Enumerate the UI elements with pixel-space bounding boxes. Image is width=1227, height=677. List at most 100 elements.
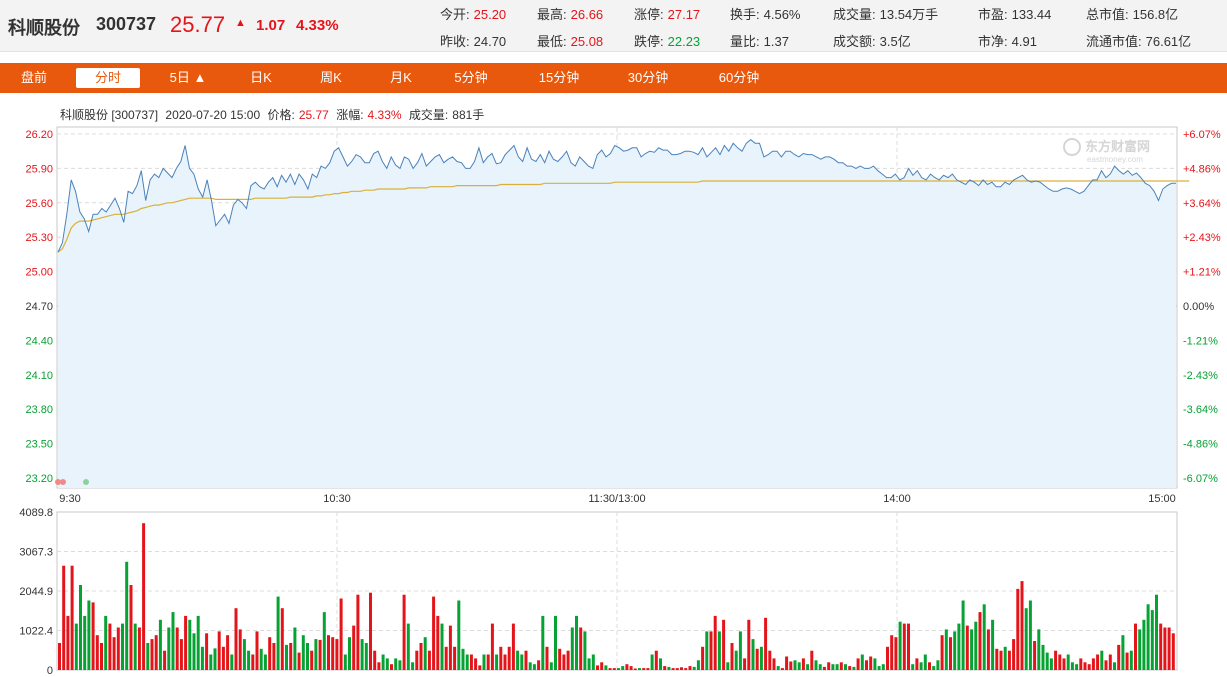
volume-bar <box>272 643 276 670</box>
x-tick-label: 14:00 <box>883 493 911 505</box>
volume-bar <box>596 665 599 670</box>
x-tick-label: 10:30 <box>323 493 351 505</box>
volume-bar <box>495 654 499 670</box>
volume-bar <box>562 654 566 670</box>
volume-bar <box>356 594 360 670</box>
volume-bar <box>709 631 713 670</box>
volume-bar <box>276 596 280 670</box>
volume-bar <box>1108 654 1112 670</box>
volume-bar <box>797 662 801 670</box>
stock-price: 25.77 <box>170 12 226 37</box>
volume-bar <box>184 615 188 670</box>
volume-bar <box>642 668 646 670</box>
tab-item[interactable]: 月K <box>390 70 412 85</box>
volume-bar <box>604 665 608 670</box>
tab-item[interactable]: 5日 ▲ <box>169 70 207 85</box>
quote-item: 量比: 1.37 <box>730 31 789 50</box>
volume-bar <box>932 666 936 670</box>
volume-bar <box>200 646 204 670</box>
stock-code: 300737 <box>96 14 157 34</box>
y-tick-label: 23.20 <box>25 473 53 485</box>
quote-value: 27.17 <box>667 7 701 22</box>
quote-item: 流通市值: 76.61亿 <box>1086 31 1191 50</box>
volume-bar <box>112 637 116 670</box>
volume-bar <box>961 600 965 670</box>
volume-bar <box>289 643 293 670</box>
volume-bar <box>844 664 847 670</box>
volume-bar <box>507 646 511 670</box>
volume-bar <box>268 637 272 670</box>
volume-bar <box>70 565 74 670</box>
volume-bar <box>444 646 448 670</box>
tab-item[interactable]: 盘前 <box>20 70 47 85</box>
volume-bar <box>457 600 461 670</box>
volume-bar <box>822 666 826 670</box>
volume-bar <box>1066 654 1070 670</box>
volume-bar <box>680 667 683 670</box>
info-change-value: 4.33% <box>367 108 402 122</box>
pct-tick-label: +6.07% <box>1183 129 1221 141</box>
tab-item[interactable]: 周K <box>320 70 342 85</box>
volume-bar <box>150 639 154 670</box>
quote-item: 跌停: 22.23 <box>634 31 700 50</box>
volume-bar <box>986 629 990 670</box>
volume-bar <box>654 650 658 670</box>
volume-bar <box>638 668 641 670</box>
y-tick-label: 25.60 <box>25 198 53 210</box>
volume-bar <box>839 662 843 670</box>
quote-value: 22.23 <box>667 34 701 49</box>
volume-bar <box>1070 662 1074 670</box>
quote-item: 今开: 25.20 <box>440 4 506 23</box>
y-tick-label: 24.10 <box>25 370 53 382</box>
quote-value: 24.70 <box>473 34 507 49</box>
y-tick-label: 24.40 <box>25 335 53 347</box>
tab-item[interactable]: 30分钟 <box>627 70 669 85</box>
volume-bar <box>259 648 263 670</box>
volume-bar <box>1007 650 1011 670</box>
volume-bar <box>911 664 915 670</box>
volume-bar <box>461 648 465 670</box>
volume-bar <box>394 658 398 670</box>
quote-label: 市盈: <box>978 7 1008 22</box>
tab-item[interactable]: 日K <box>250 70 272 85</box>
tab-item[interactable]: 60分钟 <box>718 70 760 85</box>
volume-bar <box>217 631 221 670</box>
volume-bar <box>293 627 297 670</box>
volume-bar <box>600 662 604 670</box>
volume-bar <box>928 662 931 670</box>
watermark-brand: 东方财富网 <box>1085 139 1150 155</box>
volume-bar <box>297 652 301 670</box>
tab-item[interactable]: 5分钟 <box>454 70 488 85</box>
volume-bar <box>486 654 490 670</box>
volume-bar <box>360 639 364 670</box>
volume-bar <box>306 643 309 670</box>
volume-bar <box>1075 664 1079 670</box>
tab-item[interactable]: 15分钟 <box>538 70 580 85</box>
volume-bar <box>621 666 625 670</box>
volume-bar <box>953 631 957 670</box>
volume-bar <box>465 654 469 670</box>
volume-bar <box>646 668 650 670</box>
stock-change: 1.07 <box>256 17 286 34</box>
volume-bar <box>469 654 473 670</box>
volume-bar <box>1100 650 1104 670</box>
volume-bar <box>100 643 103 670</box>
volume-bar <box>171 612 175 670</box>
volume-bar <box>722 619 726 670</box>
volume-bar <box>1150 610 1154 670</box>
volume-bar <box>575 615 578 670</box>
volume-bar <box>991 619 995 670</box>
volume-bar <box>587 658 591 670</box>
quote-label: 市净: <box>978 34 1008 49</box>
quote-label: 最高: <box>537 7 567 22</box>
volume-bar <box>528 662 532 670</box>
tab-item[interactable]: 分时 <box>76 68 140 88</box>
volume-bar <box>713 615 717 670</box>
volume-bar <box>831 664 835 670</box>
volume-bar <box>474 658 478 670</box>
volume-bar <box>322 612 326 670</box>
volume-bar <box>1079 658 1083 670</box>
volume-bar <box>1142 619 1146 670</box>
volume-bar <box>255 631 259 670</box>
